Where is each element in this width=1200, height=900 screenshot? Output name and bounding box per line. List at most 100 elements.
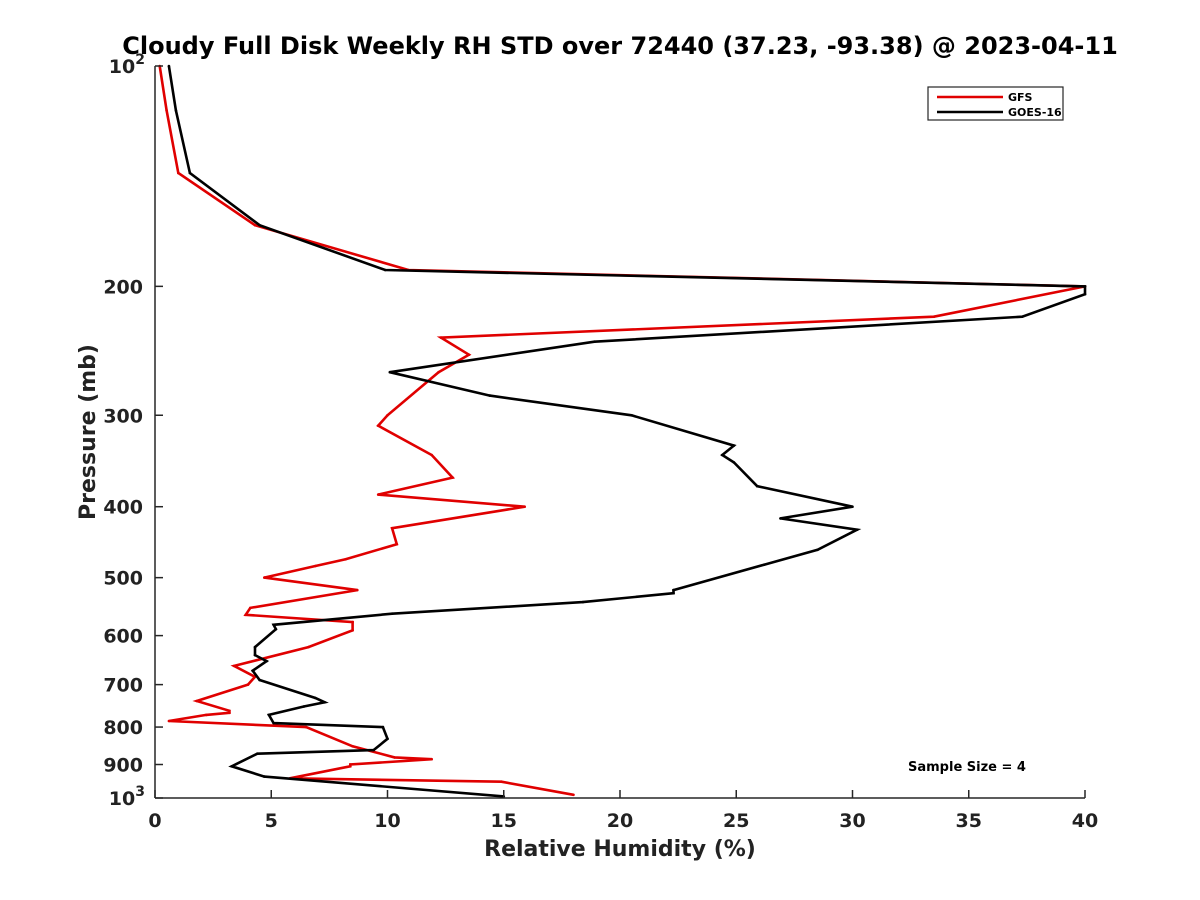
data-point-gfs bbox=[351, 620, 354, 624]
data-point-goes-16 bbox=[851, 505, 854, 509]
data-point-gfs bbox=[249, 606, 252, 610]
y-tick-label: 900 bbox=[103, 755, 143, 777]
y-tick-label: 800 bbox=[103, 717, 143, 739]
data-point-goes-16 bbox=[762, 563, 766, 566]
data-point-goes-16 bbox=[302, 705, 306, 708]
data-point-gfs bbox=[351, 629, 354, 632]
data-point-goes-16 bbox=[816, 548, 819, 552]
sample-size-annotation: Sample Size = 4 bbox=[908, 760, 1026, 775]
data-point-goes-16 bbox=[253, 653, 257, 657]
data-point-goes-16 bbox=[1020, 315, 1024, 319]
y-axis-label: Pressure (mb) bbox=[76, 344, 101, 520]
data-point-gfs bbox=[253, 223, 257, 227]
data-point-goes-16 bbox=[488, 394, 492, 397]
y-tick-label: 103 bbox=[109, 784, 145, 810]
data-point-gfs bbox=[523, 505, 526, 509]
y-tick-label-base: 10 bbox=[109, 56, 135, 78]
data-point-goes-16 bbox=[265, 659, 268, 663]
data-point-gfs bbox=[349, 763, 352, 766]
data-point-goes-16 bbox=[188, 171, 192, 175]
data-point-goes-16 bbox=[732, 461, 736, 464]
legend-label-goes-16: GOES-16 bbox=[1008, 106, 1062, 119]
data-point-gfs bbox=[376, 424, 380, 428]
x-tick-label: 35 bbox=[956, 810, 982, 832]
x-tick-label: 30 bbox=[839, 810, 865, 832]
data-point-gfs bbox=[228, 711, 231, 715]
data-point-gfs bbox=[467, 353, 471, 357]
data-point-goes-16 bbox=[381, 725, 385, 729]
data-point-gfs bbox=[356, 588, 359, 592]
data-point-gfs bbox=[430, 453, 434, 457]
data-point-gfs bbox=[344, 558, 347, 561]
data-point-gfs bbox=[246, 683, 250, 686]
data-point-goes-16 bbox=[258, 678, 261, 682]
y-tick-label-base: 10 bbox=[109, 788, 135, 810]
data-point-gfs bbox=[572, 793, 575, 797]
chart-title: Cloudy Full Disk Weekly RH STD over 7244… bbox=[122, 32, 1118, 60]
data-point-gfs bbox=[437, 370, 440, 374]
x-tick-label: 10 bbox=[374, 810, 400, 832]
series-line-goes-16 bbox=[167, 65, 1087, 798]
data-point-goes-16 bbox=[386, 737, 389, 741]
x-tick-label: 25 bbox=[723, 810, 749, 832]
data-point-gfs bbox=[376, 493, 380, 496]
data-point-goes-16 bbox=[314, 696, 317, 700]
y-tick-label: 300 bbox=[103, 405, 143, 427]
data-point-gfs bbox=[177, 171, 180, 175]
data-point-gfs bbox=[304, 725, 308, 729]
data-point-goes-16 bbox=[258, 223, 261, 227]
data-point-gfs bbox=[439, 336, 443, 339]
data-point-goes-16 bbox=[383, 268, 387, 272]
data-point-goes-16 bbox=[755, 484, 759, 488]
y-tick-label: 600 bbox=[103, 626, 143, 648]
data-point-goes-16 bbox=[721, 453, 724, 457]
data-point-goes-16 bbox=[174, 109, 178, 112]
data-point-goes-16 bbox=[1083, 285, 1087, 288]
data-point-goes-16 bbox=[593, 340, 596, 344]
data-point-goes-16 bbox=[255, 752, 259, 755]
data-point-gfs bbox=[244, 613, 247, 617]
data-point-gfs bbox=[165, 109, 168, 112]
data-point-goes-16 bbox=[251, 669, 254, 672]
data-point-goes-16 bbox=[253, 645, 257, 649]
data-point-gfs bbox=[451, 476, 454, 479]
data-point-goes-16 bbox=[1083, 292, 1087, 296]
data-point-gfs bbox=[228, 709, 231, 713]
data-point-goes-16 bbox=[274, 627, 278, 631]
legend: GFS GOES-16 bbox=[927, 86, 1064, 121]
x-tick-label: 15 bbox=[491, 810, 517, 832]
data-point-goes-16 bbox=[372, 748, 375, 752]
data-point-goes-16 bbox=[167, 64, 171, 68]
data-point-goes-16 bbox=[390, 612, 394, 615]
y-tick-label: 400 bbox=[103, 497, 143, 519]
data-point-goes-16 bbox=[581, 600, 585, 604]
data-point-goes-16 bbox=[672, 591, 675, 595]
data-point-goes-16 bbox=[272, 623, 275, 627]
x-tick-label: 40 bbox=[1072, 810, 1098, 832]
data-point-goes-16 bbox=[672, 588, 675, 592]
data-point-gfs bbox=[390, 526, 394, 530]
data-point-gfs bbox=[395, 542, 399, 546]
y-tick-label-exponent: 3 bbox=[135, 784, 145, 800]
data-point-goes-16 bbox=[263, 775, 266, 778]
x-tick-label: 0 bbox=[148, 810, 161, 832]
data-point-gfs bbox=[314, 564, 317, 568]
legend-box bbox=[927, 86, 1064, 121]
data-point-goes-16 bbox=[230, 765, 233, 768]
y-tick-label: 500 bbox=[103, 568, 143, 590]
x-tick-label: 20 bbox=[607, 810, 633, 832]
data-point-gfs bbox=[351, 745, 354, 748]
data-point-gfs bbox=[232, 664, 236, 668]
legend-label-gfs: GFS bbox=[1008, 91, 1033, 104]
x-tick-label: 5 bbox=[265, 810, 278, 832]
data-point-gfs bbox=[204, 713, 208, 717]
data-point-gfs bbox=[393, 756, 396, 759]
data-point-goes-16 bbox=[630, 414, 633, 417]
y-tick-label-exponent: 2 bbox=[135, 52, 145, 68]
x-axis-label: Relative Humidity (%) bbox=[484, 837, 756, 862]
series-layer bbox=[158, 64, 1087, 798]
y-tick-label: 102 bbox=[109, 52, 145, 78]
data-point-gfs bbox=[195, 699, 199, 703]
data-point-gfs bbox=[167, 719, 171, 723]
